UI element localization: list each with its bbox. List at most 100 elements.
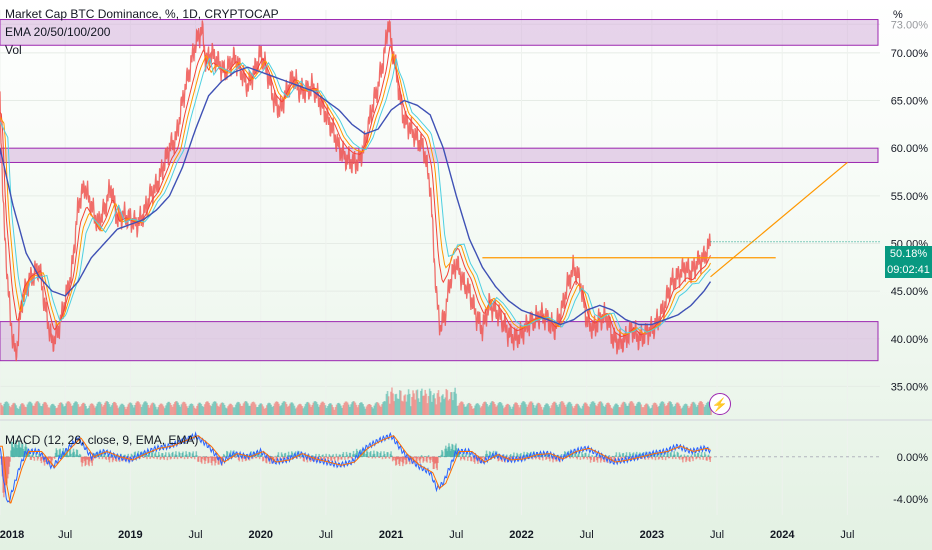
macd-histogram-bar — [238, 456, 241, 462]
volume-bar — [100, 404, 103, 415]
volume-bar — [126, 406, 128, 415]
macd-histogram-bar — [224, 456, 226, 459]
volume-bar — [653, 402, 656, 415]
macd-histogram-bar — [235, 456, 237, 458]
last-price-badge: 50.18% — [885, 246, 932, 262]
volume-bar — [295, 407, 298, 415]
macd-histogram-bar — [589, 456, 591, 459]
macd-histogram-bar — [344, 456, 347, 457]
time-tick-label: Jul — [189, 529, 203, 541]
volume-bar — [375, 402, 378, 415]
volume-bar — [608, 403, 610, 415]
volume-bar — [514, 402, 516, 415]
volume-bar — [34, 403, 36, 415]
ema50-line[interactable] — [0, 53, 711, 336]
volume-bar — [97, 402, 100, 415]
volume-bar — [234, 404, 237, 415]
volume-bar — [141, 404, 144, 415]
volume-bar — [356, 407, 359, 415]
volume-bar — [372, 408, 374, 415]
volume-bar — [345, 401, 348, 415]
macd-histogram-bar — [369, 451, 372, 457]
macd-histogram-bar — [420, 456, 422, 460]
ema100-line[interactable] — [0, 57, 711, 334]
volume-bar — [569, 402, 572, 415]
macd-histogram-bar — [664, 456, 666, 457]
volume-bar — [140, 406, 143, 415]
volume-bar — [675, 402, 678, 415]
macd-histogram-bar — [56, 450, 58, 457]
volume-bar — [405, 401, 408, 415]
macd-histogram-bar — [699, 456, 701, 460]
chart-title: Market Cap BTC Dominance, %, 1D, CRYPTOC… — [5, 7, 279, 21]
volume-bar — [465, 406, 468, 415]
ema20-line[interactable] — [0, 46, 711, 338]
volume-bar — [479, 407, 482, 415]
macd-histogram-bar — [350, 456, 352, 459]
volume-bar — [116, 405, 118, 415]
macd-histogram-bar — [285, 456, 288, 459]
macd-histogram-bar — [72, 448, 75, 457]
volume-bar — [294, 408, 297, 415]
volume-bar — [281, 402, 284, 415]
macd-indicator-label[interactable]: MACD (12, 26, close, 9, EMA, EMA) — [5, 433, 199, 447]
volume-bar — [649, 408, 651, 415]
volume-indicator-label[interactable]: Vol — [5, 43, 22, 57]
volume-bar — [515, 402, 517, 415]
volume-bar — [11, 404, 13, 415]
volume-bar — [373, 405, 376, 415]
volume-bar — [438, 396, 441, 415]
macd-histogram-bar — [675, 456, 677, 460]
volume-bar — [659, 403, 661, 415]
volume-bar — [519, 404, 522, 415]
macd-histogram-bar — [459, 455, 461, 457]
ema-indicator-label[interactable]: EMA 20/50/100/200 — [5, 25, 111, 39]
price-series-line[interactable] — [0, 19, 711, 362]
zone-top[interactable] — [0, 19, 879, 46]
zone-mid[interactable] — [0, 147, 879, 163]
macd-histogram-bar — [425, 456, 428, 462]
macd-histogram-bar — [651, 456, 654, 460]
macd-histogram-bar — [414, 456, 417, 458]
macd-histogram-bar — [483, 456, 485, 460]
volume-bar — [636, 403, 638, 415]
volume-bar — [106, 401, 108, 415]
macd-histogram-bar — [261, 455, 263, 457]
volume-bar — [441, 395, 443, 415]
macd-histogram-bar — [236, 453, 238, 457]
ema200-line[interactable] — [0, 66, 712, 326]
macd-histogram-bar — [509, 455, 511, 457]
macd-histogram-bar — [91, 456, 94, 466]
lightning-icon[interactable]: ⚡ — [709, 393, 731, 415]
macd-histogram-bar — [163, 456, 165, 460]
macd-histogram-bar — [276, 454, 279, 457]
macd-histogram-bar — [457, 452, 460, 457]
macd-histogram-bar — [106, 455, 108, 457]
macd-histogram-bar — [328, 454, 331, 457]
volume-bar — [220, 402, 223, 415]
volume-bar — [581, 405, 584, 415]
macd-signal-line[interactable] — [0, 435, 711, 504]
macd-histogram-bar — [673, 451, 675, 457]
volume-bar — [603, 406, 606, 415]
macd-histogram-bar — [345, 451, 348, 457]
projection-trendline[interactable] — [710, 162, 848, 278]
macd-histogram-bar — [586, 456, 589, 460]
volume-bar — [156, 409, 158, 415]
volume-bar — [669, 401, 671, 415]
volume-bar — [142, 402, 145, 415]
volume-bar — [665, 405, 668, 415]
volume-bar — [170, 404, 173, 415]
macd-histogram-bar — [306, 456, 309, 463]
macd-histogram-bar — [613, 456, 615, 461]
volume-bar — [237, 401, 239, 415]
macd-histogram-bar — [689, 456, 691, 462]
volume-bar — [531, 402, 534, 415]
volume-bar — [468, 402, 471, 415]
volume-bar — [223, 404, 226, 415]
macd-histogram-bar — [49, 456, 51, 459]
volume-bar — [589, 404, 592, 415]
volume-bar — [700, 401, 702, 415]
